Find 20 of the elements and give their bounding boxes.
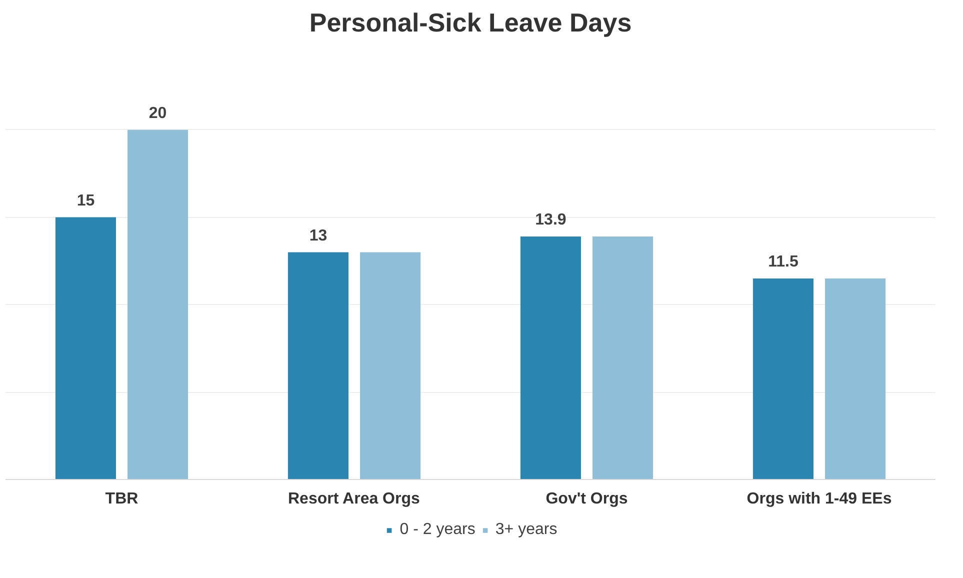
x-tick-label: Gov't Orgs — [546, 490, 628, 508]
legend-label: 0 - 2 years — [400, 521, 476, 539]
bar — [592, 236, 654, 480]
x-tick-label: Resort Area Orgs — [288, 490, 420, 508]
data-label: 20 — [148, 104, 167, 122]
bar — [288, 252, 348, 480]
legend-label: 3+ years — [495, 521, 558, 539]
bar — [360, 252, 421, 480]
x-tick-label: TBR — [105, 490, 139, 508]
chart-title: Personal-Sick Leave Days — [309, 8, 632, 38]
data-label: 13.9 — [535, 212, 566, 229]
bar — [825, 278, 886, 480]
data-label: 13 — [309, 227, 328, 244]
x-tick-label: Orgs with 1-49 EEs — [746, 490, 892, 508]
data-label: 15 — [76, 192, 95, 210]
data-label: 11.5 — [768, 253, 798, 270]
bar — [128, 130, 188, 480]
bar — [55, 217, 116, 480]
bar — [752, 278, 814, 480]
bar — [520, 236, 581, 480]
